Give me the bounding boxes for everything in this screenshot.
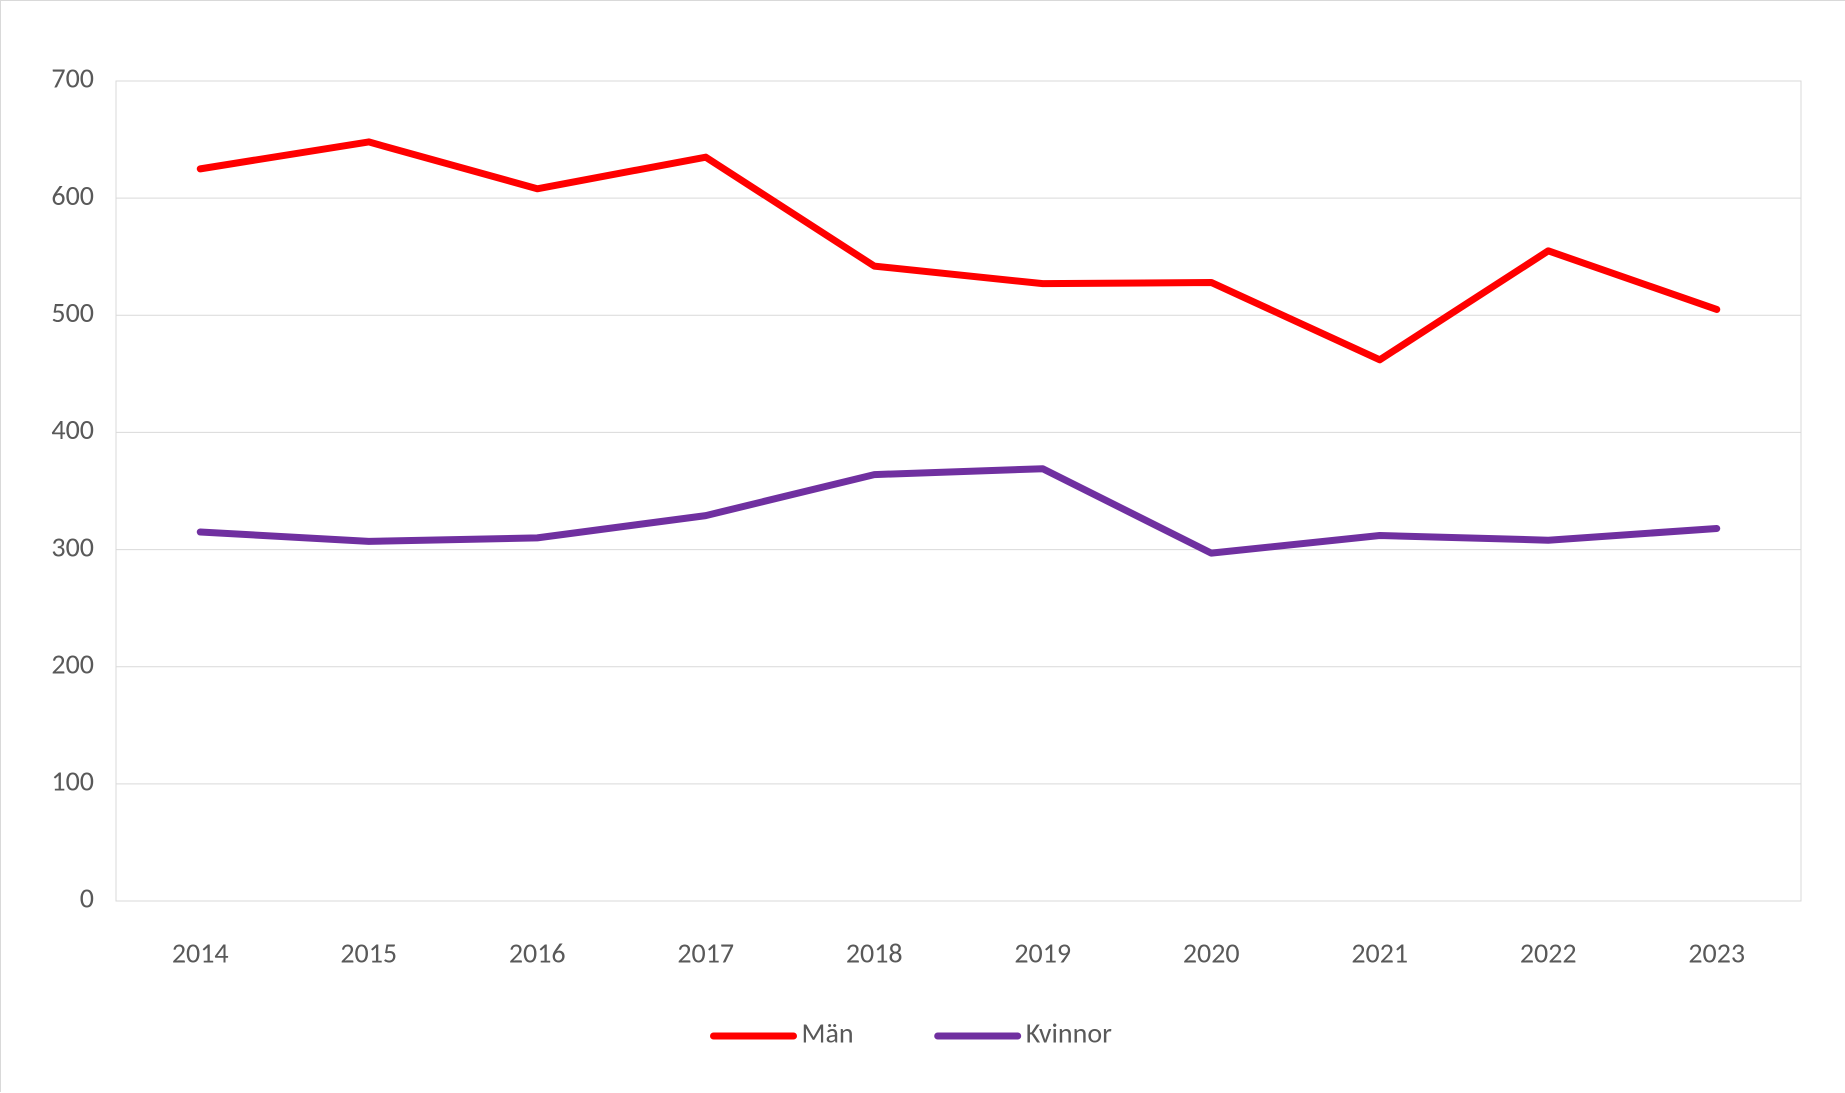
x-tick-label: 2018	[846, 936, 903, 971]
legend-label: Män	[802, 1016, 854, 1051]
x-tick-label: 2023	[1688, 936, 1745, 971]
line-chart: 0 100 200 300 400 500 600 700 2014 2015 2016 2017 20…	[0, 0, 1845, 1092]
y-tick-label: 500	[51, 295, 94, 330]
y-tick-label: 400	[51, 412, 94, 447]
y-tick-label: 300	[51, 529, 94, 564]
x-tick-label: 2017	[677, 936, 734, 971]
y-tick-label: 0	[80, 881, 94, 916]
x-tick-label: 2019	[1014, 936, 1071, 971]
x-tick-label: 2020	[1183, 936, 1240, 971]
x-tick-label: 2014	[172, 936, 229, 971]
y-tick-label: 200	[51, 646, 94, 681]
legend-label: Kvinnor	[1026, 1016, 1112, 1051]
x-tick-label: 2021	[1351, 936, 1408, 971]
y-tick-label: 700	[51, 61, 94, 96]
y-tick-label: 100	[51, 764, 94, 799]
y-tick-label: 600	[51, 178, 94, 213]
x-tick-label: 2015	[340, 936, 397, 971]
chart-svg: 0 100 200 300 400 500 600 700 2014 2015 2016 2017 20…	[1, 1, 1845, 1093]
x-tick-label: 2022	[1520, 936, 1577, 971]
x-tick-label: 2016	[509, 936, 566, 971]
